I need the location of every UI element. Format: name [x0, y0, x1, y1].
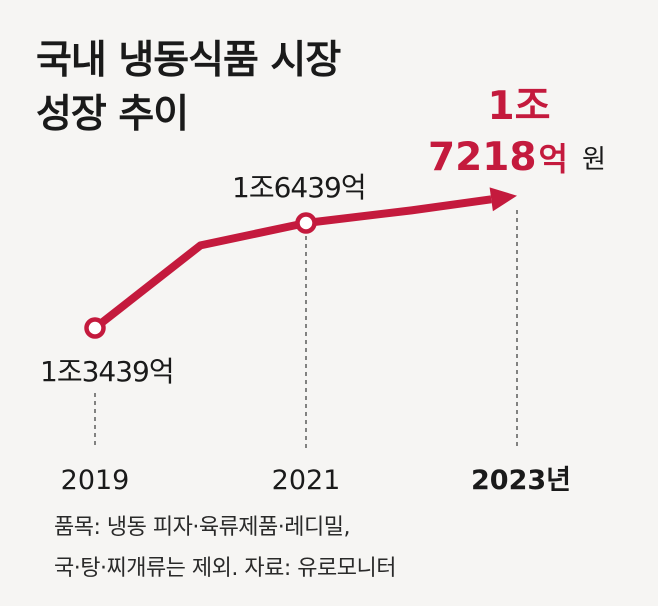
- dashed-guides: [94, 210, 518, 448]
- point-marker-2021: [295, 212, 317, 234]
- data-label-2021: 1조6439억: [232, 171, 366, 204]
- point-marker-2019: [84, 317, 106, 339]
- highlight-currency: 원: [582, 145, 606, 175]
- highlight-number: 7218: [428, 135, 537, 180]
- x-tick-label-2019: 2019: [61, 465, 130, 496]
- series-line-group: [92, 187, 517, 332]
- x-axis-labels: 2019 2021 2023년: [61, 465, 571, 496]
- footnote-line-2: 국·탕·찌개류는 제외. 자료: 유로모니터: [54, 556, 396, 581]
- series-line: [92, 195, 492, 332]
- chart-title-line-1: 국내 냉동식품 시장: [36, 38, 341, 83]
- point-markers: [84, 212, 317, 339]
- arrowhead: [489, 187, 517, 212]
- x-tick-label-2021: 2021: [272, 465, 341, 496]
- highlight-unit: 억: [539, 140, 568, 178]
- highlight-value-line-1: 1조: [487, 84, 550, 129]
- data-label-2019: 1조3439억: [40, 355, 174, 388]
- chart-title-line-2: 성장 추이: [36, 92, 189, 137]
- footnote-line-1: 품목: 냉동 피자·육류제품·레디밀,: [54, 515, 351, 540]
- x-tick-label-2023: 2023년: [471, 465, 571, 496]
- highlight-value-line-2: 7218억: [428, 135, 568, 180]
